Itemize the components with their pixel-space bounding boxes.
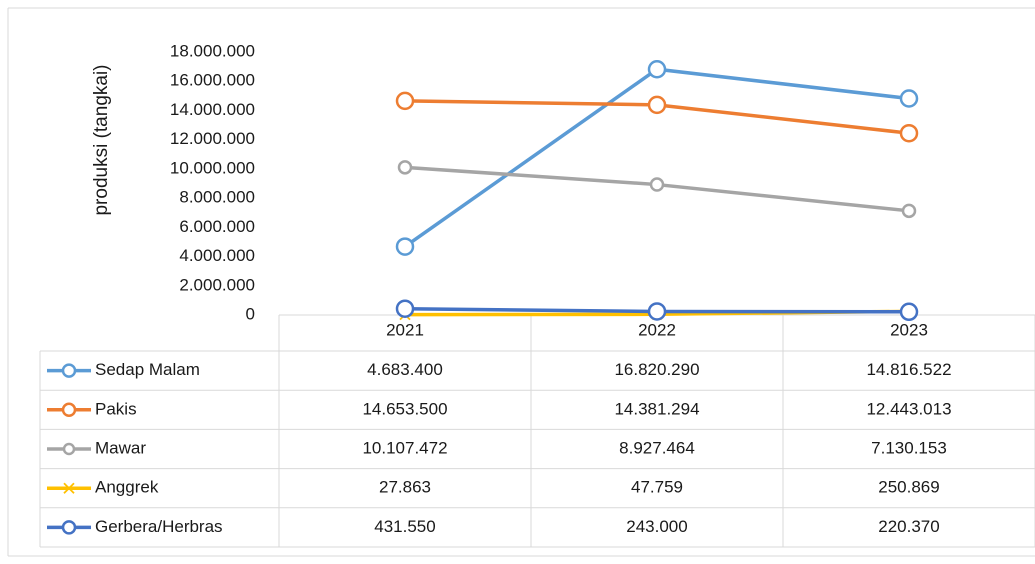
table-value: 250.869 [878, 478, 939, 497]
marker [395, 237, 415, 256]
legend-label: Anggrek [95, 478, 159, 497]
y-tick-label: 18.000.000 [170, 41, 255, 60]
table-value: 14.816.522 [866, 360, 951, 379]
marker [647, 95, 667, 115]
marker [647, 302, 667, 321]
table-value: 243.000 [626, 517, 687, 536]
table-value: 8.927.464 [619, 438, 695, 457]
y-tick-label: 14.000.000 [170, 100, 255, 119]
table-value: 431.550 [374, 517, 435, 536]
y-tick-label: 12.000.000 [170, 129, 255, 148]
marker [899, 89, 919, 108]
marker [395, 299, 415, 318]
y-tick-label: 0 [246, 304, 255, 323]
marker [397, 160, 413, 175]
table-value: 16.820.290 [614, 360, 699, 379]
legend-marker [61, 520, 77, 535]
table-value: 7.130.153 [871, 438, 947, 457]
y-tick-label: 10.000.000 [170, 158, 255, 177]
legend-marker [62, 442, 76, 456]
x-tick-label: 2022 [638, 320, 676, 339]
legend-label: Sedap Malam [95, 360, 200, 379]
marker [395, 91, 415, 111]
legend-label: Pakis [95, 399, 137, 418]
marker [899, 123, 919, 143]
y-tick-label: 16.000.000 [170, 71, 255, 90]
table-value: 14.381.294 [614, 399, 699, 418]
y-tick-label: 2.000.000 [179, 275, 255, 294]
x-tick-label: 2021 [386, 320, 424, 339]
legend-marker [63, 482, 75, 494]
legend-marker [61, 363, 77, 378]
table-value: 4.683.400 [367, 360, 443, 379]
x-tick-label: 2023 [890, 320, 928, 339]
y-tick-label: 8.000.000 [179, 188, 255, 207]
marker [647, 59, 667, 79]
table-value: 10.107.472 [362, 438, 447, 457]
table-value: 220.370 [878, 517, 939, 536]
table-value: 14.653.500 [362, 399, 447, 418]
legend-label: Gerbera/Herbras [95, 517, 223, 536]
marker [899, 302, 919, 322]
legend-marker [61, 402, 77, 418]
y-axis-label: produksi (tangkai) [91, 64, 112, 215]
table-value: 27.863 [379, 478, 431, 497]
y-tick-label: 6.000.000 [179, 217, 255, 236]
y-tick-label: 4.000.000 [179, 246, 255, 265]
table-value: 47.759 [631, 478, 683, 497]
marker [901, 203, 917, 219]
legend-label: Mawar [95, 438, 146, 457]
table-value: 12.443.013 [866, 399, 951, 418]
marker [649, 177, 665, 192]
